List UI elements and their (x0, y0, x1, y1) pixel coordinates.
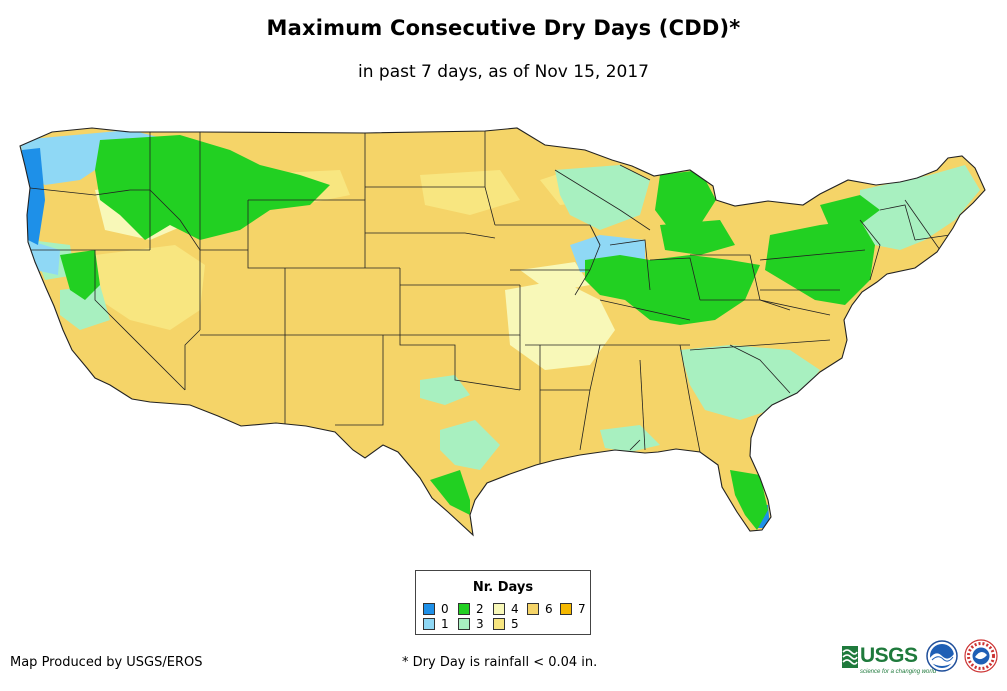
legend-swatch (493, 618, 505, 630)
legend-swatch (458, 603, 470, 615)
legend-label: 4 (511, 602, 519, 616)
noaa-logo-icon (926, 640, 958, 672)
legend-label: 3 (476, 617, 484, 631)
map-subtitle: in past 7 days, as of Nov 15, 2017 (358, 62, 649, 82)
legend-label: 7 (578, 602, 586, 616)
legend-label: 6 (545, 602, 553, 616)
legend-swatch (493, 603, 505, 615)
legend-label: 5 (511, 617, 519, 631)
legend-title: Nr. Days (472, 580, 534, 595)
legend-swatch (560, 603, 572, 615)
map-title: Maximum Consecutive Dry Days (CDD)* (266, 16, 741, 40)
legend-item-7: 7 (560, 603, 586, 615)
legend-item-3: 3 (458, 618, 484, 630)
legend-label: 0 (441, 602, 449, 616)
us-cdd-map (19, 127, 986, 536)
usgs-wordmark: USGS (860, 644, 918, 667)
legend-item-0: 0 (423, 603, 449, 615)
map-legend: Nr. Days 0 2 4 6 7 1 3 5 (415, 570, 591, 635)
legend-item-5: 5 (493, 618, 519, 630)
usgs-logo-icon (842, 646, 858, 668)
nws-logo-icon (964, 639, 998, 673)
map-credit: Map Produced by USGS/EROS (10, 655, 203, 670)
legend-label: 2 (476, 602, 484, 616)
legend-swatch (423, 603, 435, 615)
usgs-tagline: science for a changing world (860, 669, 937, 675)
legend-item-2: 2 (458, 603, 484, 615)
legend-item-4: 4 (493, 603, 519, 615)
legend-swatch (458, 618, 470, 630)
legend-item-6: 6 (527, 603, 553, 615)
legend-swatch (527, 603, 539, 615)
legend-item-1: 1 (423, 618, 449, 630)
dry-day-footnote: * Dry Day is rainfall < 0.04 in. (402, 655, 598, 670)
legend-swatch (423, 618, 435, 630)
legend-label: 1 (441, 617, 449, 631)
